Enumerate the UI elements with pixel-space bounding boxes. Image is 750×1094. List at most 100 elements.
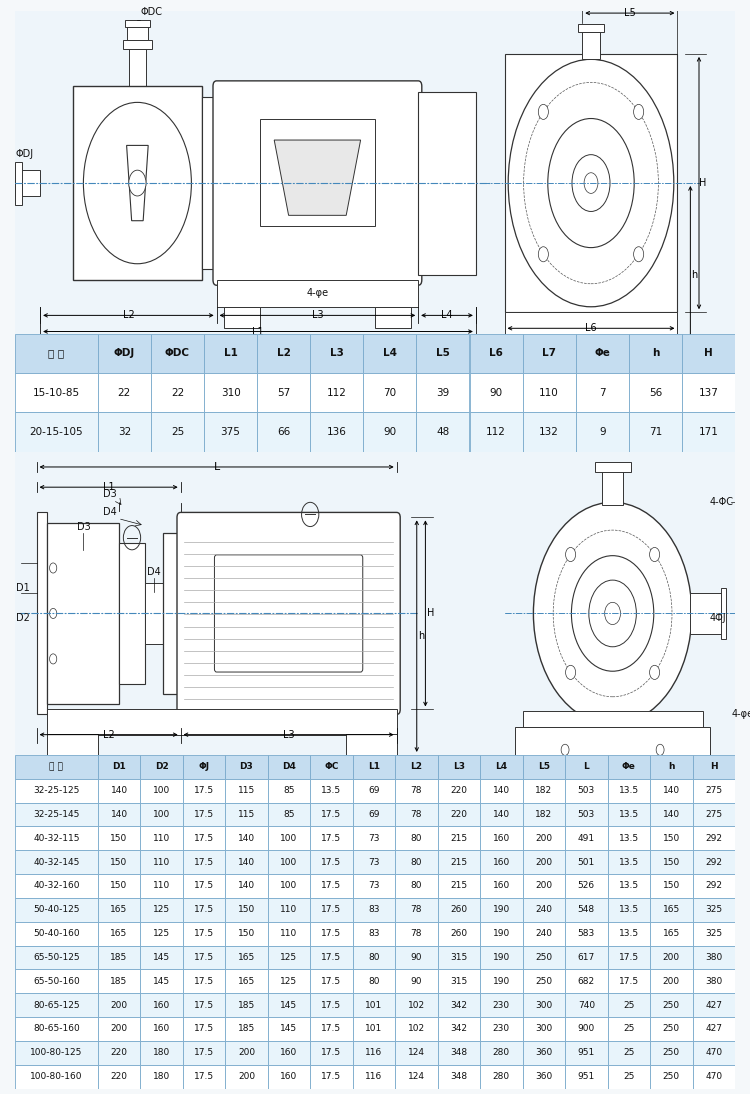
Bar xyxy=(98,850,140,874)
Text: 17.5: 17.5 xyxy=(322,810,341,819)
Bar xyxy=(692,755,735,779)
Text: 240: 240 xyxy=(536,929,552,939)
Text: 140: 140 xyxy=(493,810,510,819)
Text: L2: L2 xyxy=(277,348,290,359)
Bar xyxy=(183,921,225,945)
Bar xyxy=(650,945,692,969)
Text: 250: 250 xyxy=(536,977,553,986)
Bar xyxy=(721,589,726,639)
Bar xyxy=(310,803,352,826)
Bar xyxy=(225,779,268,803)
Bar xyxy=(140,969,183,993)
Text: 190: 190 xyxy=(493,929,510,939)
Bar xyxy=(225,1040,268,1064)
Bar xyxy=(395,945,438,969)
Circle shape xyxy=(634,104,644,119)
Bar xyxy=(140,1064,183,1089)
Bar xyxy=(15,969,98,993)
Text: 78: 78 xyxy=(411,905,422,915)
Bar xyxy=(98,1040,140,1064)
Text: D1: D1 xyxy=(112,763,126,771)
Text: 17.5: 17.5 xyxy=(194,882,214,891)
Bar xyxy=(692,874,735,898)
Bar xyxy=(608,874,650,898)
Text: 215: 215 xyxy=(450,858,467,866)
Text: 185: 185 xyxy=(238,1024,255,1034)
Bar xyxy=(650,1017,692,1040)
Bar xyxy=(395,1064,438,1089)
Text: 125: 125 xyxy=(153,929,170,939)
Bar xyxy=(268,969,310,993)
Text: 17.5: 17.5 xyxy=(194,905,214,915)
Circle shape xyxy=(538,247,548,261)
Bar xyxy=(47,709,397,735)
Text: 951: 951 xyxy=(578,1072,595,1081)
Bar xyxy=(15,803,98,826)
Text: 17.5: 17.5 xyxy=(322,953,341,962)
Text: 25: 25 xyxy=(623,1048,634,1057)
Text: 200: 200 xyxy=(536,882,553,891)
Text: 40-32-160: 40-32-160 xyxy=(33,882,80,891)
Bar xyxy=(692,779,735,803)
Text: 13.5: 13.5 xyxy=(619,810,639,819)
Bar xyxy=(565,993,608,1017)
Bar xyxy=(257,334,310,373)
Bar xyxy=(608,779,650,803)
Bar xyxy=(125,20,150,27)
Bar xyxy=(140,779,183,803)
Bar xyxy=(73,86,202,280)
Text: 65-50-160: 65-50-160 xyxy=(33,977,80,986)
Bar xyxy=(352,1064,395,1089)
Bar xyxy=(395,874,438,898)
Bar xyxy=(363,412,416,452)
Bar xyxy=(15,373,98,412)
Bar xyxy=(608,826,650,850)
Text: 13.5: 13.5 xyxy=(619,858,639,866)
Bar xyxy=(565,755,608,779)
Bar xyxy=(608,969,650,993)
Bar xyxy=(576,334,628,373)
Text: 32-25-145: 32-25-145 xyxy=(33,810,80,819)
Bar xyxy=(692,1040,735,1064)
Text: 491: 491 xyxy=(578,834,595,842)
Bar xyxy=(470,334,523,373)
Bar xyxy=(480,1017,523,1040)
Bar xyxy=(310,898,352,921)
Text: 50-40-160: 50-40-160 xyxy=(33,929,80,939)
Text: D4: D4 xyxy=(104,508,117,517)
Bar xyxy=(15,779,98,803)
Bar xyxy=(352,826,395,850)
Text: 78: 78 xyxy=(411,810,422,819)
Text: 25: 25 xyxy=(623,1024,634,1034)
Text: 66: 66 xyxy=(277,427,290,438)
Text: 250: 250 xyxy=(663,1024,680,1034)
Text: 90: 90 xyxy=(383,427,397,438)
Bar xyxy=(145,583,163,643)
Text: 116: 116 xyxy=(365,1072,382,1081)
Bar xyxy=(395,993,438,1017)
Bar xyxy=(268,945,310,969)
Circle shape xyxy=(561,744,569,755)
Bar xyxy=(438,850,480,874)
Bar xyxy=(650,993,692,1017)
Bar xyxy=(268,1064,310,1089)
Text: 型 号: 型 号 xyxy=(50,763,63,771)
Text: 80: 80 xyxy=(368,977,380,986)
Text: 90: 90 xyxy=(411,953,422,962)
Circle shape xyxy=(566,547,576,561)
Bar xyxy=(352,969,395,993)
Text: h: h xyxy=(418,631,424,641)
Text: 25: 25 xyxy=(623,1001,634,1010)
Text: 80: 80 xyxy=(368,953,380,962)
Bar xyxy=(565,1040,608,1064)
Bar xyxy=(470,412,523,452)
Bar xyxy=(602,470,623,505)
Text: H: H xyxy=(699,178,706,188)
Text: 140: 140 xyxy=(238,882,255,891)
Text: 145: 145 xyxy=(280,1001,298,1010)
Bar xyxy=(608,755,650,779)
Bar xyxy=(416,334,470,373)
Text: 116: 116 xyxy=(365,1048,382,1057)
Text: ΦC: ΦC xyxy=(324,763,339,771)
Bar xyxy=(129,48,146,86)
